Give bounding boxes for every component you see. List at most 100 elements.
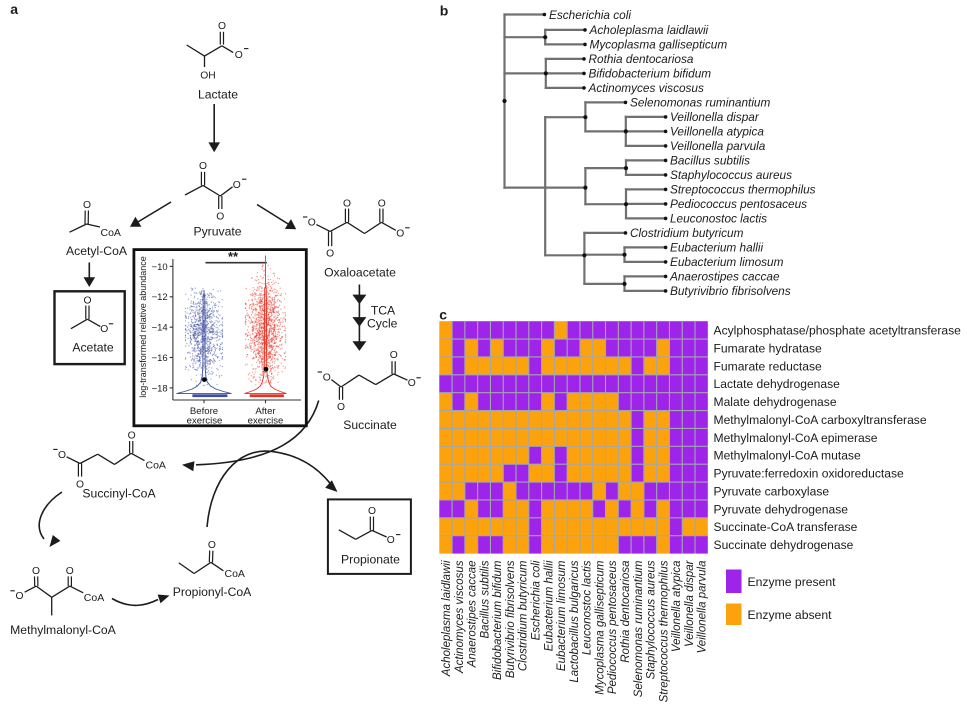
svg-text:log-transformed relative abund: log-transformed relative abundance bbox=[138, 256, 148, 398]
svg-text:Oxaloacetate: Oxaloacetate bbox=[324, 265, 396, 279]
svg-text:Succinate dehydrogenase: Succinate dehydrogenase bbox=[714, 538, 854, 552]
svg-text:Selenomonas ruminantium: Selenomonas ruminantium bbox=[630, 96, 770, 110]
svg-text:O: O bbox=[83, 200, 91, 211]
svg-text:Methylmalonyl-CoA carboxyltran: Methylmalonyl-CoA carboxyltransferase bbox=[714, 413, 927, 427]
svg-text:O: O bbox=[216, 211, 224, 222]
svg-text:CoA: CoA bbox=[84, 592, 104, 604]
svg-text:Succinate: Succinate bbox=[343, 418, 397, 432]
svg-text:Before: Before bbox=[190, 406, 218, 417]
svg-text:Rothia dentocariosa: Rothia dentocariosa bbox=[620, 561, 632, 663]
svg-text:Pyruvate:ferredoxin oxidoreduc: Pyruvate:ferredoxin oxidoreductase bbox=[714, 467, 905, 481]
svg-text:Mycoplasma gallisepticum: Mycoplasma gallisepticum bbox=[590, 38, 728, 52]
svg-text:Veillonella atypica: Veillonella atypica bbox=[671, 561, 683, 653]
svg-text:Streptococcus thermophilus: Streptococcus thermophilus bbox=[670, 183, 816, 197]
svg-text:O: O bbox=[396, 228, 404, 239]
svg-text:Rothia dentocariosa: Rothia dentocariosa bbox=[589, 52, 694, 66]
svg-text:Acetate: Acetate bbox=[72, 341, 114, 355]
svg-text:Propionate: Propionate bbox=[341, 552, 400, 566]
svg-text:Escherichia coli: Escherichia coli bbox=[531, 560, 543, 640]
svg-text:Methylmalonyl-CoA: Methylmalonyl-CoA bbox=[10, 623, 117, 637]
svg-text:Clostridium butyricum: Clostridium butyricum bbox=[630, 226, 744, 240]
svg-text:O: O bbox=[199, 161, 207, 172]
svg-text:Bifidobacterium bifidum: Bifidobacterium bifidum bbox=[492, 560, 504, 680]
svg-text:Fumarate reductase: Fumarate reductase bbox=[714, 359, 822, 373]
svg-text:b: b bbox=[440, 3, 449, 19]
svg-text:OH: OH bbox=[200, 71, 215, 82]
svg-text:Pediococcus pentosaceus: Pediococcus pentosaceus bbox=[670, 197, 807, 211]
svg-text:O: O bbox=[32, 566, 40, 577]
svg-text:Staphylococcus aureus: Staphylococcus aureus bbox=[646, 560, 658, 679]
svg-text:−18: −18 bbox=[152, 383, 168, 394]
svg-text:Eubacterium limosum: Eubacterium limosum bbox=[670, 255, 784, 269]
svg-text:Leuconostoc lactis: Leuconostoc lactis bbox=[670, 212, 767, 226]
svg-text:O: O bbox=[58, 450, 66, 461]
svg-text:Pediococcus pentosaceus: Pediococcus pentosaceus bbox=[607, 560, 619, 694]
svg-text:O: O bbox=[208, 540, 216, 551]
svg-text:O: O bbox=[15, 591, 23, 602]
svg-text:O: O bbox=[378, 198, 386, 209]
svg-text:Eubacterium hallii: Eubacterium hallii bbox=[670, 241, 763, 255]
svg-text:O: O bbox=[343, 198, 351, 209]
svg-text:exercise: exercise bbox=[187, 416, 223, 427]
svg-text:Bifidobacterium bifidum: Bifidobacterium bifidum bbox=[589, 67, 712, 81]
svg-text:Succinate-CoA transferase: Succinate-CoA transferase bbox=[714, 520, 858, 534]
svg-text:−16: −16 bbox=[152, 353, 168, 364]
svg-text:Veillonella parvula: Veillonella parvula bbox=[697, 561, 709, 654]
svg-text:−12: −12 bbox=[152, 292, 168, 303]
svg-text:O: O bbox=[66, 566, 74, 577]
svg-text:Streptococcus thermophilus: Streptococcus thermophilus bbox=[658, 560, 670, 702]
svg-text:Succinyl-CoA: Succinyl-CoA bbox=[82, 487, 156, 501]
svg-text:Pyruvate dehydrogenase: Pyruvate dehydrogenase bbox=[714, 502, 849, 516]
svg-text:Pyruvate: Pyruvate bbox=[193, 224, 241, 238]
svg-text:Veillonella dispar: Veillonella dispar bbox=[684, 559, 696, 647]
svg-text:Staphylococcus aureus: Staphylococcus aureus bbox=[670, 168, 792, 182]
svg-text:Lactate: Lactate bbox=[198, 88, 238, 102]
svg-text:O: O bbox=[233, 180, 241, 191]
svg-text:Bacillus subtilis: Bacillus subtilis bbox=[670, 154, 750, 168]
svg-text:Bacillus subtilis: Bacillus subtilis bbox=[479, 560, 491, 638]
svg-text:Veillonella atypica: Veillonella atypica bbox=[670, 125, 764, 139]
svg-text:Pyruvate carboxylase: Pyruvate carboxylase bbox=[714, 484, 830, 498]
svg-text:O: O bbox=[308, 217, 316, 228]
svg-text:After: After bbox=[255, 406, 276, 417]
svg-text:Enzyme absent: Enzyme absent bbox=[748, 608, 833, 622]
svg-text:O: O bbox=[337, 402, 345, 413]
svg-text:Malate dehydrogenase: Malate dehydrogenase bbox=[714, 395, 837, 409]
svg-text:O: O bbox=[326, 249, 334, 260]
svg-text:O: O bbox=[83, 295, 91, 306]
svg-text:a: a bbox=[10, 1, 18, 17]
svg-text:Acylphosphatase/phosphate acet: Acylphosphatase/phosphate acetyltransfer… bbox=[714, 324, 962, 338]
svg-text:Anaerostipes caccae: Anaerostipes caccae bbox=[669, 270, 780, 284]
svg-text:Acholeplasma laidlawii: Acholeplasma laidlawii bbox=[441, 560, 453, 677]
svg-text:Actinomyces viscosus: Actinomyces viscosus bbox=[454, 560, 466, 674]
svg-text:O: O bbox=[387, 535, 395, 546]
svg-text:Leuconostoc lactis: Leuconostoc lactis bbox=[582, 560, 594, 655]
svg-text:O: O bbox=[408, 378, 416, 389]
svg-text:Butyrivibrio fibrisolvens: Butyrivibrio fibrisolvens bbox=[505, 560, 517, 678]
svg-text:CoA: CoA bbox=[101, 227, 121, 239]
svg-text:Actinomyces viscosus: Actinomyces viscosus bbox=[588, 81, 704, 95]
svg-text:−14: −14 bbox=[152, 323, 168, 334]
svg-text:Escherichia coli: Escherichia coli bbox=[549, 8, 631, 22]
svg-text:Veillonella parvula: Veillonella parvula bbox=[670, 139, 766, 153]
svg-text:Cycle: Cycle bbox=[367, 316, 398, 330]
svg-text:Mycoplasma gallisepticum: Mycoplasma gallisepticum bbox=[594, 560, 606, 695]
svg-text:exercise: exercise bbox=[248, 416, 284, 427]
svg-text:O: O bbox=[323, 372, 331, 383]
svg-text:Acetyl-CoA: Acetyl-CoA bbox=[66, 244, 128, 258]
svg-text:Lactobacillus bulgaricus: Lactobacillus bulgaricus bbox=[569, 560, 581, 682]
svg-text:Methylmalonyl-CoA mutase: Methylmalonyl-CoA mutase bbox=[714, 449, 861, 463]
svg-text:O: O bbox=[100, 324, 108, 335]
svg-text:O: O bbox=[128, 431, 136, 442]
svg-text:**: ** bbox=[228, 249, 239, 264]
svg-text:Fumarate hydratase: Fumarate hydratase bbox=[714, 341, 822, 355]
svg-text:CoA: CoA bbox=[225, 568, 245, 580]
svg-text:O: O bbox=[368, 506, 376, 517]
svg-text:Propionyl-CoA: Propionyl-CoA bbox=[173, 585, 252, 599]
svg-text:O: O bbox=[76, 479, 84, 490]
svg-text:O: O bbox=[390, 350, 398, 361]
svg-text:Selenomonas ruminantium: Selenomonas ruminantium bbox=[633, 560, 645, 697]
svg-text:TCA: TCA bbox=[371, 303, 396, 317]
svg-text:Eubacterium hallii: Eubacterium hallii bbox=[543, 560, 555, 651]
svg-text:Acholeplasma laidlawii: Acholeplasma laidlawii bbox=[589, 23, 709, 37]
